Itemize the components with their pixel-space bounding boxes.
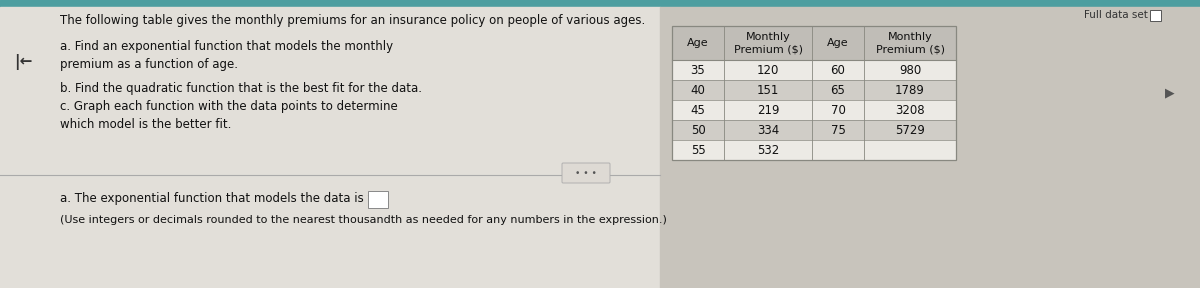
Text: 5729: 5729 [895,124,925,137]
Text: 334: 334 [757,124,779,137]
Bar [672,80,956,100]
Bar [0,7,660,288]
Text: 50: 50 [691,124,706,137]
Text: 3208: 3208 [895,103,925,117]
Text: a. The exponential function that models the data is y=: a. The exponential function that models … [60,192,384,205]
Text: (Use integers or decimals rounded to the nearest thousandth as needed for any nu: (Use integers or decimals rounded to the… [60,215,667,225]
Text: c. Graph each function with the data points to determine
which model is the bett: c. Graph each function with the data poi… [60,100,397,131]
Text: 219: 219 [757,103,779,117]
Text: Monthly
Premium ($): Monthly Premium ($) [876,32,944,54]
Bar [672,140,956,160]
Text: Monthly
Premium ($): Monthly Premium ($) [733,32,803,54]
Text: |←: |← [14,54,32,70]
Text: 532: 532 [757,143,779,156]
Text: 40: 40 [690,84,706,96]
Text: Age: Age [688,38,709,48]
Text: Full data set: Full data set [1084,10,1148,20]
Bar [672,26,956,160]
Text: a. Find an exponential function that models the monthly
premium as a function of: a. Find an exponential function that mod… [60,40,394,71]
Bar [1150,10,1162,21]
Text: Age: Age [827,38,848,48]
FancyBboxPatch shape [562,163,610,183]
Text: 45: 45 [690,103,706,117]
Text: b. Find the quadratic function that is the best fit for the data.: b. Find the quadratic function that is t… [60,82,422,95]
Bar [672,26,956,60]
Bar [368,191,388,208]
Text: 55: 55 [691,143,706,156]
Bar [672,60,956,80]
Text: 65: 65 [830,84,846,96]
Text: 35: 35 [691,63,706,77]
Bar [672,100,956,120]
Text: 1789: 1789 [895,84,925,96]
Text: 120: 120 [757,63,779,77]
Bar [0,0,1200,7]
Text: • • •: • • • [575,168,596,177]
Text: 151: 151 [757,84,779,96]
Text: 75: 75 [830,124,846,137]
Text: ▶: ▶ [1165,86,1175,99]
Text: The following table gives the monthly premiums for an insurance policy on people: The following table gives the monthly pr… [60,14,646,27]
Bar [672,120,956,140]
Bar [660,7,1200,288]
Text: 980: 980 [899,63,922,77]
Text: 70: 70 [830,103,846,117]
Text: 60: 60 [830,63,846,77]
